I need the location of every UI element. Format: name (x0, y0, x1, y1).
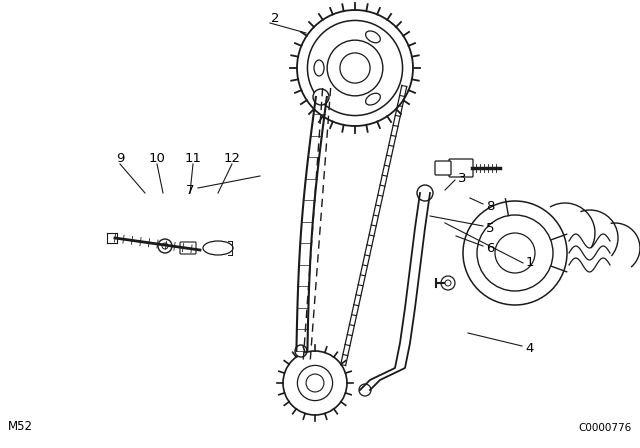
Text: 2: 2 (271, 12, 279, 25)
Circle shape (313, 89, 329, 105)
Circle shape (495, 233, 535, 273)
FancyBboxPatch shape (435, 161, 451, 175)
Text: 8: 8 (486, 199, 494, 212)
Ellipse shape (314, 60, 324, 76)
Circle shape (441, 276, 455, 290)
FancyBboxPatch shape (180, 242, 196, 254)
Text: 9: 9 (116, 151, 124, 164)
Circle shape (158, 239, 172, 253)
Text: 5: 5 (486, 221, 494, 234)
Text: 7: 7 (186, 184, 195, 197)
Circle shape (477, 215, 553, 291)
Text: 11: 11 (184, 151, 202, 164)
Circle shape (417, 185, 433, 201)
Circle shape (295, 345, 307, 357)
Ellipse shape (203, 241, 233, 255)
Circle shape (463, 201, 567, 305)
Circle shape (359, 384, 371, 396)
Text: 4: 4 (526, 341, 534, 354)
Text: 12: 12 (223, 151, 241, 164)
FancyBboxPatch shape (449, 159, 473, 177)
Text: 3: 3 (458, 172, 467, 185)
Ellipse shape (365, 93, 380, 105)
Ellipse shape (365, 31, 380, 43)
Text: 1: 1 (525, 257, 534, 270)
Text: 10: 10 (148, 151, 165, 164)
Text: 6: 6 (486, 241, 494, 254)
Text: M52: M52 (8, 420, 33, 433)
Text: C0000776: C0000776 (579, 423, 632, 433)
